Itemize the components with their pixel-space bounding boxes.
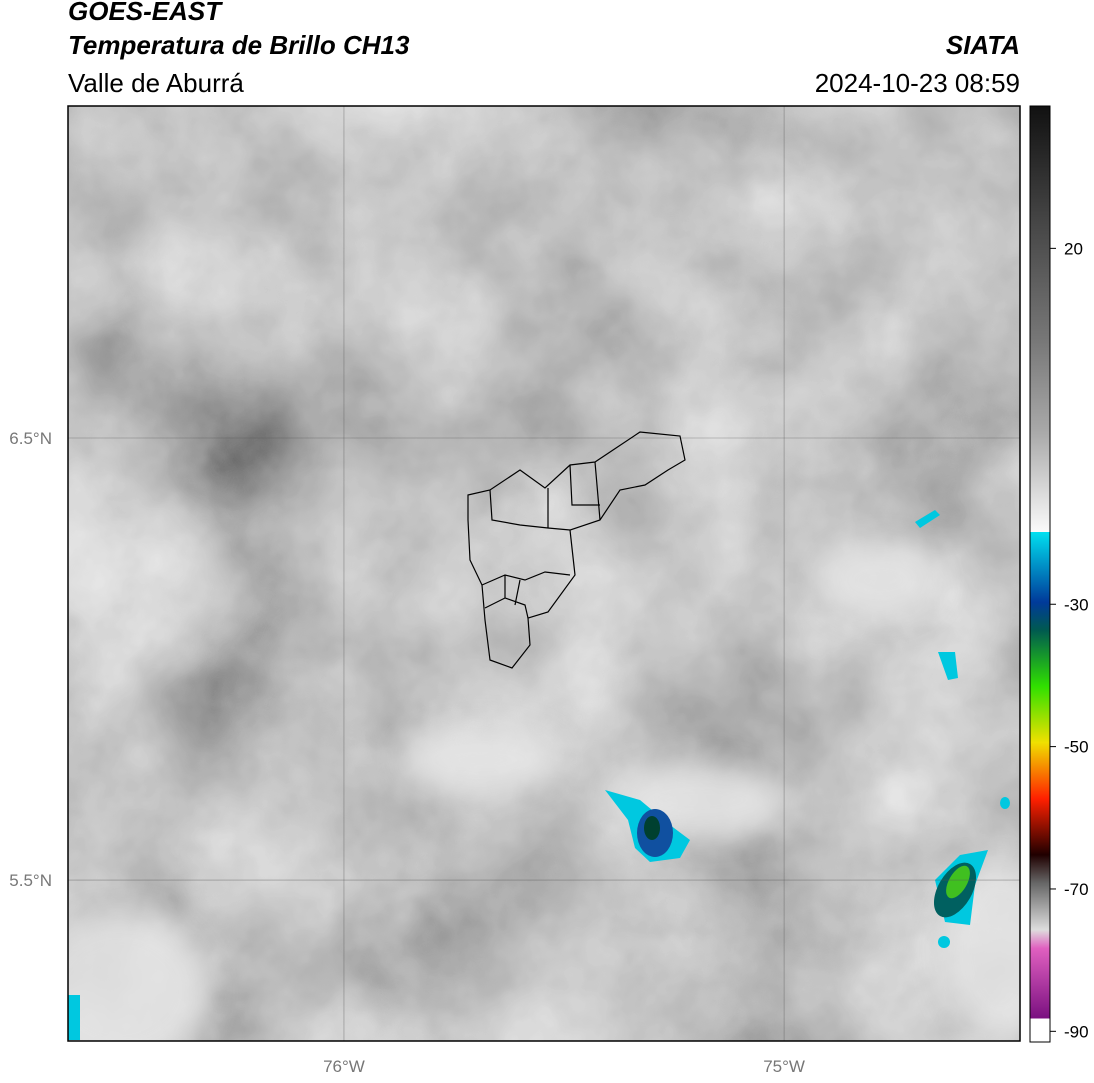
colorbar-tick-label: 20 — [1064, 239, 1083, 258]
colorbar-tick-label: -90 — [1064, 1022, 1089, 1041]
colorbar — [1029, 105, 1051, 1043]
colorbar-tick-label: -50 — [1064, 738, 1089, 757]
colorbar-tick-label: -70 — [1064, 880, 1089, 899]
municipal-boundaries — [467, 431, 686, 669]
cold-cloud-tops — [68, 510, 1010, 1040]
lat-tick-label: 6.5°N — [9, 429, 52, 448]
colorbar-tick-label: -30 — [1064, 595, 1089, 614]
timestamp: 2024-10-23 08:59 — [815, 68, 1020, 98]
lon-tick-label: 75°W — [763, 1057, 805, 1076]
source: SIATA — [946, 30, 1020, 60]
map-frame — [67, 105, 1021, 1042]
subtitle: Temperatura de Brillo CH13 — [68, 30, 410, 60]
satellite-image — [68, 106, 1020, 1041]
lon-tick-label: 76°W — [323, 1057, 365, 1076]
region: Valle de Aburrá — [68, 68, 244, 98]
title: GOES-EAST — [68, 0, 223, 26]
lat-tick-label: 5.5°N — [9, 871, 52, 890]
